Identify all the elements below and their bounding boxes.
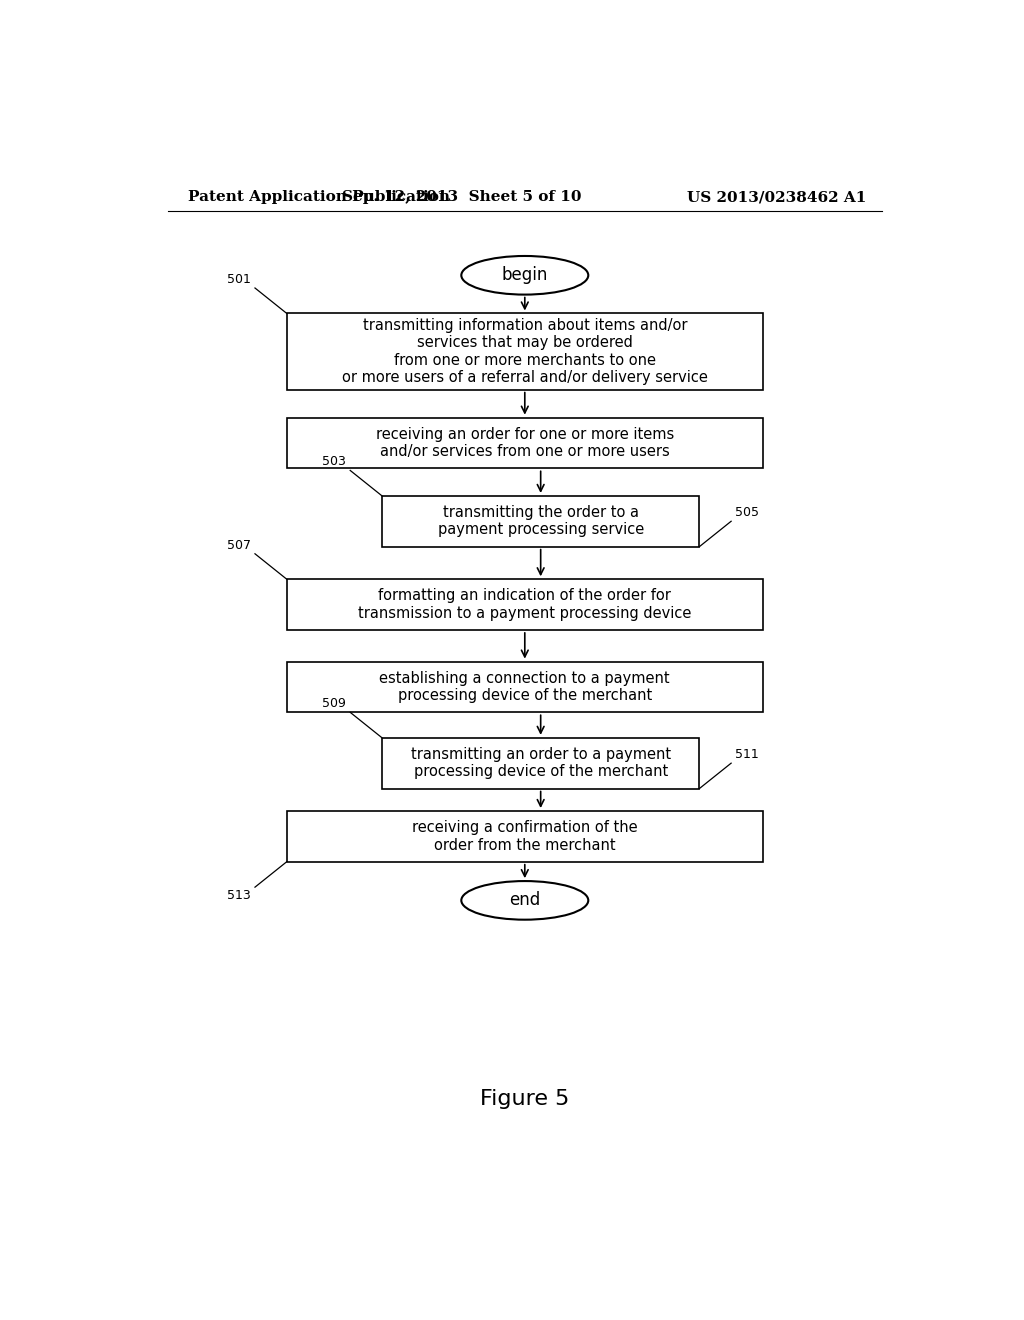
Text: transmitting the order to a
payment processing service: transmitting the order to a payment proc… <box>437 506 644 537</box>
Text: establishing a connection to a payment
processing device of the merchant: establishing a connection to a payment p… <box>380 671 670 704</box>
Text: receiving an order for one or more items
and/or services from one or more users: receiving an order for one or more items… <box>376 426 674 459</box>
Text: begin: begin <box>502 267 548 284</box>
Ellipse shape <box>461 256 588 294</box>
Text: 509: 509 <box>323 697 346 710</box>
Text: 503: 503 <box>323 455 346 469</box>
Text: US 2013/0238462 A1: US 2013/0238462 A1 <box>687 190 866 205</box>
Text: 501: 501 <box>227 273 251 286</box>
Bar <box>287 313 763 389</box>
Text: 511: 511 <box>735 748 759 762</box>
Text: Sep. 12, 2013  Sheet 5 of 10: Sep. 12, 2013 Sheet 5 of 10 <box>342 190 581 205</box>
Text: 513: 513 <box>227 890 251 902</box>
Bar <box>382 496 699 546</box>
Text: formatting an indication of the order for
transmission to a payment processing d: formatting an indication of the order fo… <box>358 589 691 620</box>
Bar <box>287 661 763 713</box>
Text: receiving a confirmation of the
order from the merchant: receiving a confirmation of the order fr… <box>412 820 638 853</box>
Text: Patent Application Publication: Patent Application Publication <box>187 190 450 205</box>
Text: transmitting an order to a payment
processing device of the merchant: transmitting an order to a payment proce… <box>411 747 671 779</box>
Bar <box>382 738 699 788</box>
Text: Figure 5: Figure 5 <box>480 1089 569 1109</box>
Text: end: end <box>509 891 541 909</box>
Text: 505: 505 <box>735 507 759 519</box>
Bar <box>287 417 763 469</box>
Ellipse shape <box>461 880 588 920</box>
Text: transmitting information about items and/or
services that may be ordered
from on: transmitting information about items and… <box>342 318 708 385</box>
Bar <box>287 810 763 862</box>
Text: 507: 507 <box>227 539 251 552</box>
Bar <box>287 579 763 630</box>
